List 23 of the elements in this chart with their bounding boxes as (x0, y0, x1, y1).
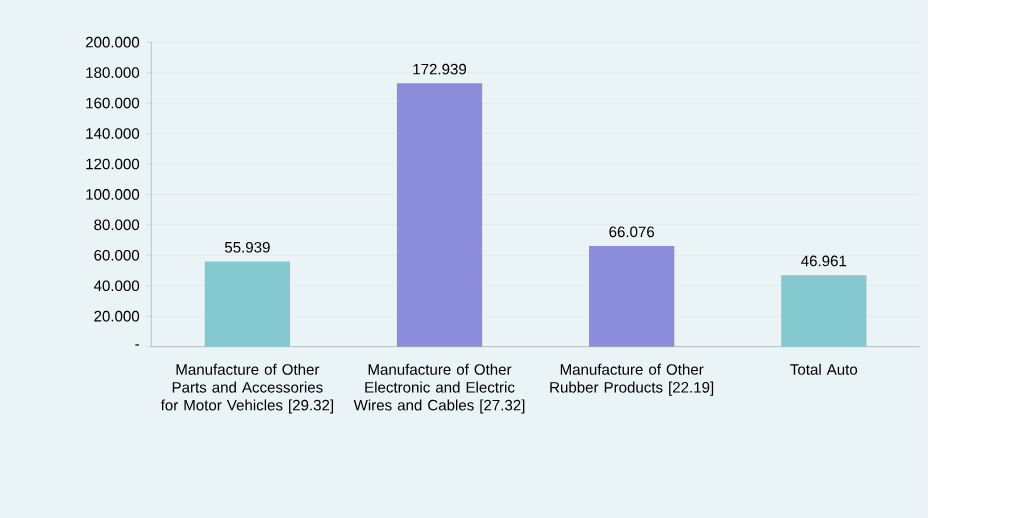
y-tick-label: 80.000 (94, 219, 140, 231)
x-tick-label: Manufacture of Other Parts and Accessories for Motor Vehicles [29.32] (160, 363, 334, 414)
y-tick-label: - (135, 344, 140, 346)
data-label: 55.939 (224, 241, 270, 253)
y-tick-label: 120.000 (86, 158, 140, 170)
y-tick-label: 200.000 (85, 36, 140, 48)
y-tick-label: 40.000 (93, 280, 140, 292)
y-tick-label: 160.000 (86, 97, 140, 109)
x-tick-label: Manufacture of Other Electronic and Electric Wires and Cables [27.32] (353, 363, 525, 414)
bar (781, 275, 867, 347)
y-tick-label: 140.000 (86, 128, 140, 139)
bar (589, 245, 675, 347)
data-label: 66.076 (609, 226, 655, 238)
x-tick-label: Total Auto (790, 363, 858, 375)
data-label: 46.961 (801, 255, 847, 267)
data-label: 172.939 (413, 63, 467, 75)
y-tick-label: 100.000 (86, 189, 140, 200)
x-tick-label: Manufacture of Other Rubber Products [22.19] (550, 363, 714, 396)
y-tick-label: 20.000 (94, 310, 140, 322)
bar (204, 261, 291, 347)
bar (396, 83, 483, 347)
y-tick-label: 180.000 (86, 67, 140, 78)
y-tick-label: 60.000 (94, 249, 140, 261)
